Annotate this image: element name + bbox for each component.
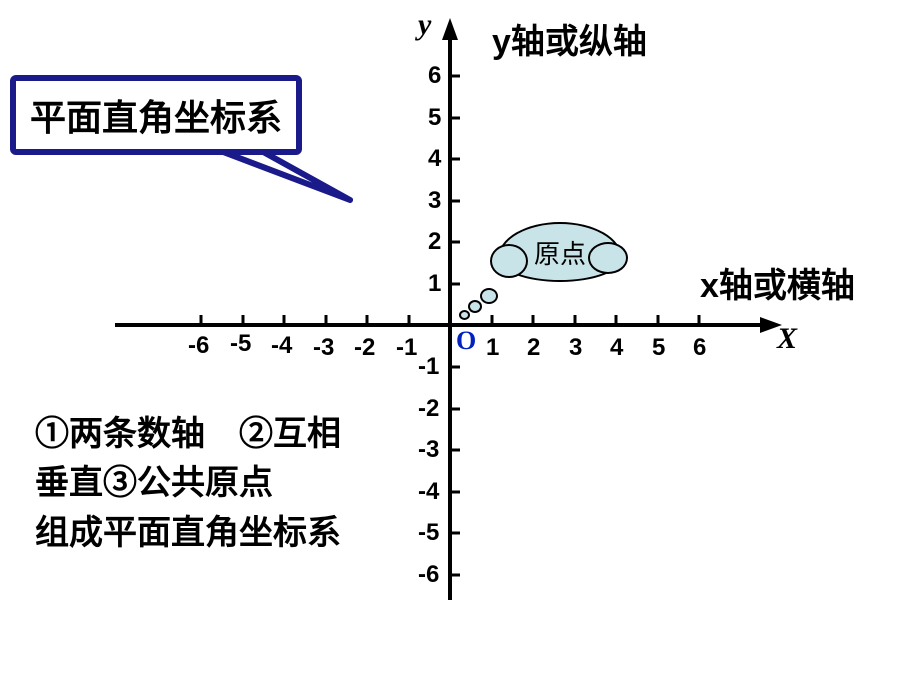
- x-tick-p1: 1: [486, 334, 499, 362]
- x-tick-n5: -5: [230, 330, 251, 358]
- y-tick-n3: -3: [418, 436, 439, 464]
- x-tick-n4: -4: [271, 332, 292, 360]
- title-callout-text: 平面直角坐标系: [30, 97, 282, 138]
- coordinate-system-diagram: y X y轴或纵轴 x轴或横轴 O -6 -5 -4 -3 -2 -1 1 2 …: [0, 0, 920, 690]
- thought-bubble-1: [480, 288, 498, 304]
- x-tick-n6: -6: [188, 332, 209, 360]
- y-tick-n6: -6: [418, 561, 439, 589]
- y-tick-n5: -5: [418, 519, 439, 547]
- x-tick-p3: 3: [569, 334, 582, 362]
- y-tick-p4: 4: [428, 145, 441, 173]
- x-tick-n1: -1: [396, 334, 417, 362]
- x-tick-n3: -3: [313, 334, 334, 362]
- thought-bubble-3: [459, 310, 470, 320]
- y-tick-p3: 3: [428, 187, 441, 215]
- y-axis-arrow: [442, 18, 458, 40]
- y-axis-label: y: [418, 8, 431, 42]
- origin-cloud: 原点: [478, 222, 618, 292]
- y-tick-p2: 2: [428, 228, 441, 256]
- y-tick-n4: -4: [418, 478, 439, 506]
- x-tick-p2: 2: [527, 334, 540, 362]
- y-tick-p5: 5: [428, 104, 441, 132]
- origin-label: O: [456, 326, 476, 356]
- y-axis-heading: y轴或纵轴: [492, 14, 647, 63]
- x-axis-label: X: [777, 322, 797, 356]
- y-tick-n1: -1: [418, 353, 439, 381]
- description-line-1: ①两条数轴 ②互相: [35, 410, 415, 459]
- thought-bubble-2: [468, 300, 482, 313]
- description-block: ①两条数轴 ②互相 垂直③公共原点 组成平面直角坐标系: [35, 410, 415, 558]
- origin-cloud-text: 原点: [534, 234, 586, 271]
- x-tick-p6: 6: [693, 334, 706, 362]
- x-tick-n2: -2: [354, 334, 375, 362]
- y-tick-p6: 6: [428, 62, 441, 90]
- y-tick-p1: 1: [428, 270, 441, 298]
- x-tick-p4: 4: [610, 334, 623, 362]
- description-line-3: 组成平面直角坐标系: [35, 509, 415, 558]
- description-line-2: 垂直③公共原点: [35, 459, 415, 508]
- x-axis-heading: x轴或横轴: [700, 258, 855, 307]
- y-tick-n2: -2: [418, 395, 439, 423]
- x-tick-p5: 5: [652, 334, 665, 362]
- title-callout: 平面直角坐标系: [10, 75, 302, 155]
